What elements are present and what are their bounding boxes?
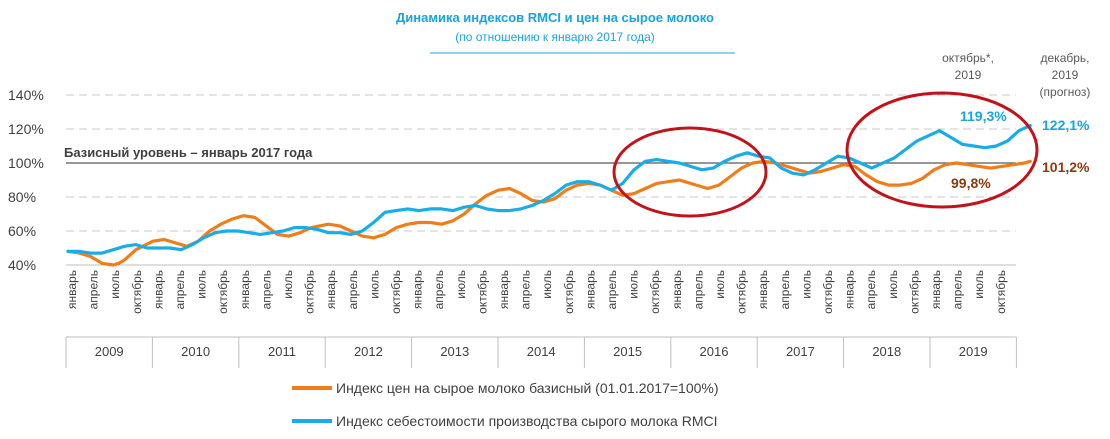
x-month-label: октябрь: [389, 270, 403, 314]
y-tick-label: 100%: [8, 155, 44, 171]
value-label-rmci-december: 122,1%: [1042, 117, 1090, 133]
y-tick-label: 40%: [8, 257, 36, 273]
value-label-price-december: 101,2%: [1042, 159, 1090, 175]
x-month-label: январь: [324, 270, 338, 309]
x-month-label: апрель: [259, 270, 273, 309]
value-labels: 119,3% 122,1% 99,8% 101,2%: [951, 108, 1090, 191]
x-month-label: январь: [411, 270, 425, 309]
x-month-label: октябрь: [735, 270, 749, 314]
x-month-label: апрель: [864, 270, 878, 309]
baseline: Базисный уровень – январь 2017 года: [64, 145, 1016, 164]
x-month-label: октябрь: [821, 270, 835, 314]
corner-label: октябрь*,: [942, 51, 994, 65]
baseline-label: Базисный уровень – январь 2017 года: [64, 145, 313, 160]
corner-label: (прогноз): [1040, 85, 1091, 99]
x-year-label: 2013: [440, 344, 469, 359]
x-month-label: апрель: [87, 270, 101, 309]
x-month-label: апрель: [951, 270, 965, 309]
y-tick-label: 120%: [8, 121, 44, 137]
x-year-label: 2009: [95, 344, 124, 359]
chart-subtitle: (по отношению к январю 2017 года): [455, 30, 655, 44]
series-line-milk-price: [66, 159, 1032, 267]
x-month-label: июль: [972, 270, 986, 299]
corner-labels: октябрь*, 2019 декабрь, 2019 (прогноз): [942, 51, 1090, 99]
series-line-rmci: [66, 124, 1032, 255]
x-month-label: октябрь: [907, 270, 921, 314]
chart-title: Динамика индексов RMCI и цен на сырое мо…: [396, 10, 714, 25]
x-month-label: июль: [799, 270, 813, 299]
y-tick-label: 60%: [8, 223, 36, 239]
x-month-label: январь: [843, 270, 857, 309]
x-month-label: январь: [929, 270, 943, 309]
x-month-label: июль: [281, 270, 295, 299]
corner-label: декабрь,: [1041, 51, 1090, 65]
corner-label: 2019: [955, 68, 982, 82]
y-axis: 40% 60% 80% 100% 120% 140%: [8, 87, 44, 273]
highlight-ellipse-2018-2019: [845, 91, 1039, 209]
x-month-label: январь: [497, 270, 511, 309]
x-month-label: июль: [713, 270, 727, 299]
x-month-label: октябрь: [303, 270, 317, 314]
x-month-label: июль: [454, 270, 468, 299]
x-month-label: январь: [151, 270, 165, 309]
series-group: [66, 124, 1032, 267]
y-tick-label: 80%: [8, 189, 36, 205]
x-month-label: январь: [238, 270, 252, 309]
legend: Индекс цен на сырое молоко базисный (01.…: [292, 380, 719, 429]
x-month-label: апрель: [691, 270, 705, 309]
x-year-label: 2011: [268, 344, 296, 359]
x-month-label: октябрь: [562, 270, 576, 314]
x-year-label: 2016: [700, 344, 729, 359]
x-month-label: апрель: [346, 270, 360, 309]
x-month-label: январь: [583, 270, 597, 309]
legend-entry: Индекс себестоимости производства сырого…: [336, 413, 718, 429]
x-year-label: 2015: [613, 344, 642, 359]
y-tick-label: 140%: [8, 87, 44, 103]
x-month-label: апрель: [778, 270, 792, 309]
value-label-rmci-october: 119,3%: [960, 108, 1007, 124]
annotations: [612, 91, 1039, 218]
x-month-label: апрель: [519, 270, 533, 309]
x-month-label: октябрь: [994, 270, 1008, 314]
x-month-label: январь: [670, 270, 684, 309]
x-year-label: 2019: [959, 344, 988, 359]
x-month-label: январь: [756, 270, 770, 309]
x-month-label: октябрь: [648, 270, 662, 314]
x-month-label: апрель: [173, 270, 187, 309]
x-year-label: 2017: [786, 344, 815, 359]
x-year-label: 2012: [354, 344, 383, 359]
x-month-label: июль: [540, 270, 554, 299]
corner-label: 2019: [1052, 68, 1079, 82]
x-month-label: октябрь: [216, 270, 230, 314]
legend-entry: Индекс цен на сырое молоко базисный (01.…: [336, 380, 719, 396]
x-month-label: октябрь: [475, 270, 489, 314]
highlight-ellipse-2015-2016: [612, 126, 768, 218]
x-month-label: январь: [65, 270, 79, 309]
x-year-label: 2018: [872, 344, 901, 359]
x-month-label: июль: [886, 270, 900, 299]
x-year-label: 2014: [527, 344, 556, 359]
x-year-label: 2010: [181, 344, 210, 359]
value-label-price-october: 99,8%: [951, 175, 991, 191]
x-month-label: июль: [195, 270, 209, 299]
x-month-label: июль: [367, 270, 381, 299]
x-month-label: октябрь: [130, 270, 144, 314]
x-month-label: июль: [108, 270, 122, 299]
x-month-label: июль: [627, 270, 641, 299]
x-month-label: апрель: [432, 270, 446, 309]
x-month-label: апрель: [605, 270, 619, 309]
